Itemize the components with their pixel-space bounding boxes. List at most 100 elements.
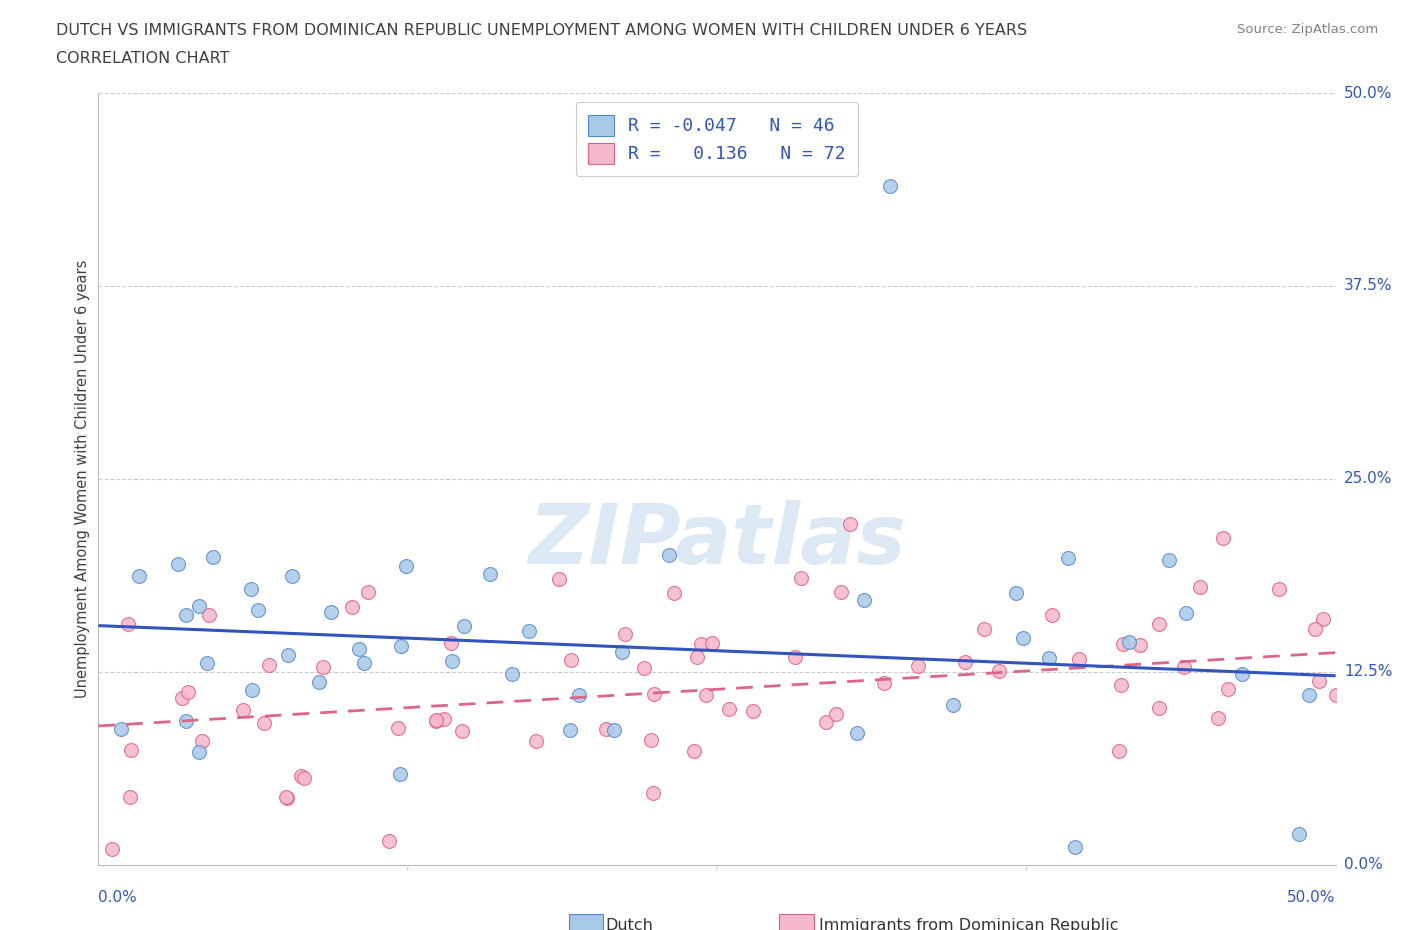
Point [340, 600, 363, 615]
Point [641, 786, 664, 801]
Point [387, 721, 409, 736]
Point [253, 715, 276, 730]
Point [276, 790, 298, 805]
Point [1216, 682, 1239, 697]
Text: 0.0%: 0.0% [1344, 857, 1382, 872]
Point [1268, 581, 1291, 596]
Point [190, 733, 212, 748]
Point [783, 650, 806, 665]
Point [353, 656, 375, 671]
Point [1298, 688, 1320, 703]
Point [280, 569, 302, 584]
Point [517, 624, 540, 639]
Point [308, 674, 330, 689]
Point [548, 572, 571, 587]
Point [117, 617, 139, 631]
Point [395, 559, 418, 574]
Text: 50.0%: 50.0% [1288, 890, 1336, 905]
Point [1212, 530, 1234, 545]
Point [953, 655, 976, 670]
Point [695, 688, 717, 703]
Point [603, 723, 626, 737]
Point [640, 733, 662, 748]
Text: 12.5%: 12.5% [1344, 664, 1392, 680]
Text: 37.5%: 37.5% [1344, 278, 1392, 294]
Point [595, 721, 617, 736]
Point [1288, 827, 1310, 842]
Point [612, 644, 634, 659]
Point [240, 683, 263, 698]
Point [347, 642, 370, 657]
Point [1056, 551, 1078, 565]
Point [441, 654, 464, 669]
Point [789, 571, 811, 586]
Text: ZIPatlas: ZIPatlas [529, 500, 905, 581]
Point [167, 557, 190, 572]
Text: 25.0%: 25.0% [1344, 472, 1392, 486]
Point [202, 550, 225, 565]
Point [357, 584, 380, 599]
Point [501, 667, 523, 682]
Point [742, 703, 765, 718]
Point [110, 722, 132, 737]
Point [686, 649, 709, 664]
Point [1040, 607, 1063, 622]
Point [1064, 840, 1087, 855]
Point [453, 618, 475, 633]
Point [717, 702, 740, 717]
Point [1129, 637, 1152, 652]
Point [1312, 612, 1334, 627]
Point [1111, 678, 1133, 693]
Point [425, 712, 447, 727]
Point [312, 659, 335, 674]
Bar [568, 913, 603, 930]
Bar [779, 913, 814, 930]
Point [942, 698, 965, 712]
Point [846, 725, 869, 740]
Point [101, 842, 124, 857]
Point [1188, 580, 1211, 595]
Point [1174, 605, 1197, 620]
Text: CORRELATION CHART: CORRELATION CHART [56, 51, 229, 66]
Point [1147, 617, 1170, 631]
Point [633, 660, 655, 675]
Point [257, 658, 280, 672]
Point [440, 635, 463, 650]
Point [195, 656, 218, 671]
Point [118, 790, 141, 804]
Point [568, 687, 591, 702]
Point [292, 770, 315, 785]
Point [1308, 673, 1330, 688]
Point [187, 598, 209, 613]
Text: Dutch: Dutch [606, 919, 654, 930]
Point [276, 790, 298, 804]
Point [1118, 635, 1140, 650]
Point [702, 635, 724, 650]
Point [1108, 744, 1130, 759]
Point [690, 636, 713, 651]
Point [560, 652, 582, 667]
Point [174, 714, 197, 729]
Point [830, 584, 852, 599]
Point [174, 608, 197, 623]
Point [290, 768, 312, 783]
Point [389, 639, 412, 654]
Point [1005, 586, 1028, 601]
Point [388, 766, 411, 781]
Point [839, 517, 862, 532]
Point [1173, 659, 1195, 674]
Point [1112, 637, 1135, 652]
Point [277, 647, 299, 662]
Text: 50.0%: 50.0% [1344, 86, 1392, 100]
Point [177, 684, 200, 699]
Point [1012, 631, 1035, 645]
Point [246, 602, 269, 617]
Point [1147, 700, 1170, 715]
Point [478, 566, 501, 581]
Point [852, 592, 875, 607]
Point [188, 745, 211, 760]
Point [682, 743, 704, 758]
Point [973, 622, 995, 637]
Point [433, 711, 456, 726]
Point [240, 582, 263, 597]
